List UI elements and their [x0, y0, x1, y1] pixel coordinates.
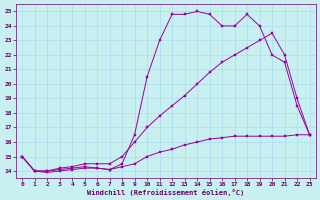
X-axis label: Windchill (Refroidissement éolien,°C): Windchill (Refroidissement éolien,°C) — [87, 189, 244, 196]
